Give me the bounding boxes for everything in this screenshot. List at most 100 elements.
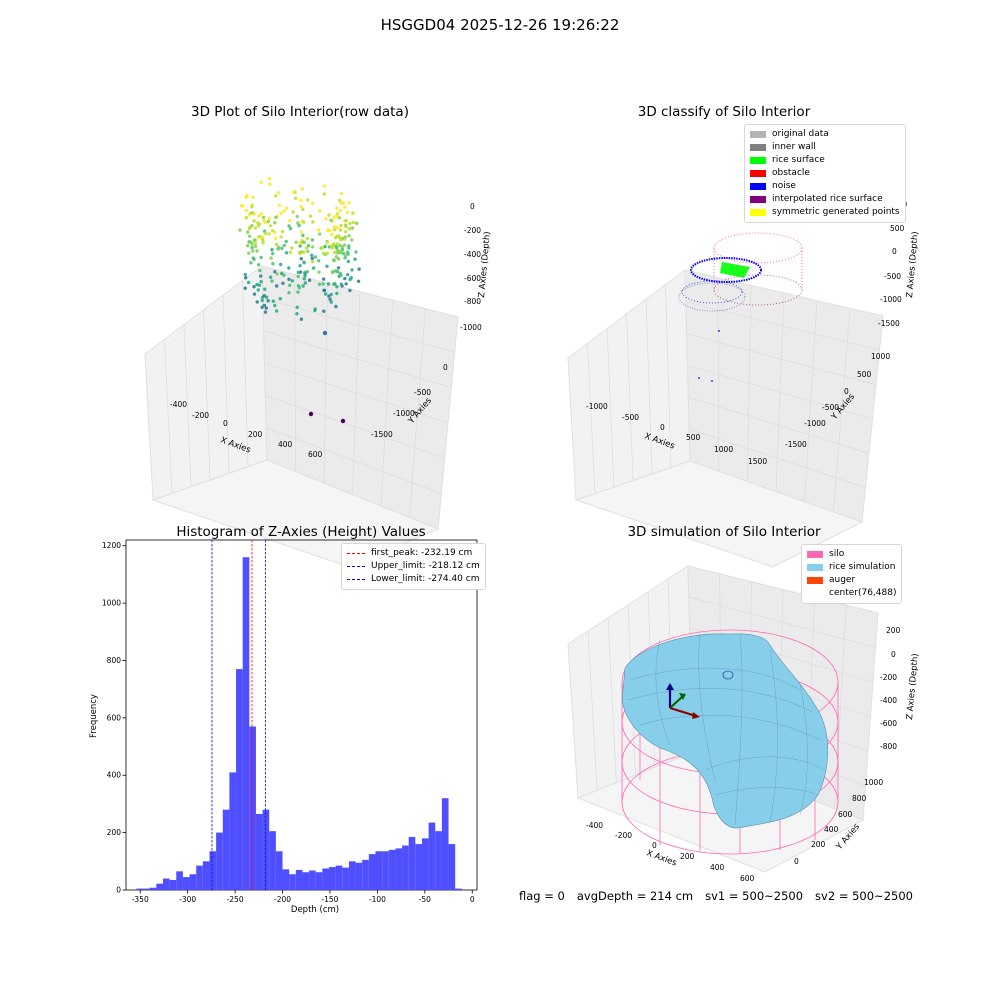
classify-x-ticks: -1000 -500 0 500 1000 1500 bbox=[586, 402, 767, 466]
grid-line bbox=[266, 427, 442, 494]
legend-swatch bbox=[807, 590, 823, 597]
raw-point bbox=[335, 234, 339, 239]
grid-line bbox=[203, 309, 211, 481]
raw-point bbox=[277, 203, 281, 207]
histogram-bar bbox=[348, 861, 356, 890]
raw-point bbox=[297, 223, 301, 228]
raw-point bbox=[275, 284, 279, 288]
histogram-ylabel: Frequency bbox=[89, 694, 99, 738]
raw-point bbox=[330, 270, 335, 275]
raw-point bbox=[299, 257, 303, 261]
raw-point bbox=[317, 282, 322, 286]
histogram-bar bbox=[388, 849, 396, 890]
raw-point bbox=[299, 204, 304, 209]
raw-point bbox=[349, 276, 353, 280]
raw-point bbox=[311, 266, 316, 270]
raw-point bbox=[305, 236, 309, 241]
raw-point bbox=[294, 196, 298, 201]
raw-point bbox=[332, 225, 336, 229]
raw-point bbox=[322, 288, 327, 293]
raw-point bbox=[326, 228, 330, 232]
classify-3d-grid bbox=[587, 277, 880, 512]
simulation-ztick: -600 bbox=[880, 719, 897, 728]
y-tick-label: 1000 bbox=[102, 599, 121, 608]
raw-point bbox=[295, 312, 299, 316]
raw-point bbox=[291, 190, 296, 195]
raw-point bbox=[338, 236, 342, 240]
noise-point bbox=[718, 330, 720, 332]
raw-point bbox=[313, 255, 317, 259]
legend-label: original data bbox=[772, 129, 829, 139]
legend-swatch bbox=[347, 553, 365, 554]
raw-point bbox=[310, 238, 315, 242]
raw-point bbox=[257, 235, 261, 239]
histogram-bar bbox=[309, 870, 316, 890]
classify-xtick: 0 bbox=[660, 423, 665, 432]
raw-point bbox=[301, 240, 305, 244]
raw-point bbox=[260, 298, 264, 303]
histogram-bar bbox=[302, 872, 310, 890]
raw-zlabel: Z Axies (Depth) bbox=[477, 231, 493, 298]
raw-point bbox=[246, 244, 250, 248]
legend-label: noise bbox=[772, 181, 796, 191]
legend-entry: original data bbox=[750, 128, 900, 141]
classify-zlabel: Z Axies (Depth) bbox=[905, 231, 921, 298]
raw-ytick: 0 bbox=[443, 363, 448, 372]
raw-point bbox=[298, 251, 302, 256]
raw-point bbox=[301, 233, 305, 238]
y-tick-label: 800 bbox=[107, 656, 122, 665]
simulation-ztick: -200 bbox=[880, 673, 897, 682]
sv2-text: sv2 = 500~2500 bbox=[815, 889, 913, 903]
raw-point bbox=[306, 198, 310, 202]
histogram-bar bbox=[143, 888, 150, 890]
raw-point bbox=[341, 201, 346, 205]
grid-line bbox=[262, 298, 455, 353]
rice-surface-mesh bbox=[627, 633, 825, 826]
raw-point bbox=[310, 260, 315, 264]
raw-xtick: -400 bbox=[170, 400, 187, 409]
grid-line bbox=[263, 330, 452, 388]
raw-point bbox=[323, 292, 328, 296]
simulation-ztick: 200 bbox=[886, 626, 901, 635]
raw-point bbox=[259, 280, 263, 284]
raw-point bbox=[338, 271, 342, 276]
legend-swatch bbox=[750, 157, 766, 164]
histogram-bar bbox=[402, 845, 409, 890]
raw-point bbox=[347, 201, 351, 205]
y-tick-label: 1200 bbox=[102, 541, 121, 550]
simulation-ztick: 0 bbox=[891, 650, 896, 659]
legend-swatch bbox=[750, 209, 766, 216]
raw-point bbox=[252, 212, 256, 216]
raw-point bbox=[325, 264, 329, 268]
legend-label: interpolated rice surface bbox=[772, 194, 883, 204]
legend-label: center(76,488) bbox=[829, 588, 897, 598]
histogram-reference-lines bbox=[211, 540, 266, 890]
raw-point bbox=[282, 209, 286, 213]
raw-point bbox=[249, 261, 253, 265]
histogram-bar bbox=[216, 832, 223, 890]
raw-point bbox=[256, 263, 261, 267]
grid-line bbox=[688, 397, 870, 454]
x-tick-label: -200 bbox=[274, 895, 291, 904]
classify-y-ticks: 1000 500 0 -500 -1000 -1500 bbox=[785, 352, 890, 449]
raw-point bbox=[280, 271, 284, 276]
histogram-bar bbox=[176, 871, 183, 890]
simulation-xtick: 600 bbox=[740, 874, 755, 883]
raw-point bbox=[244, 276, 248, 280]
grid-line bbox=[222, 295, 230, 474]
raw-point bbox=[351, 211, 355, 215]
raw-point bbox=[273, 221, 277, 225]
raw-point bbox=[330, 232, 334, 237]
raw-point bbox=[335, 269, 340, 274]
raw-xtick: -200 bbox=[192, 411, 209, 420]
histogram-xlabel: Depth (cm) bbox=[291, 905, 339, 915]
histogram-bar bbox=[295, 869, 303, 890]
raw-point bbox=[263, 220, 267, 225]
noise-ring-lower bbox=[681, 280, 743, 304]
raw-outlier-point bbox=[308, 411, 314, 417]
raw-point bbox=[280, 229, 285, 234]
histogram-bar bbox=[342, 867, 349, 890]
raw-point bbox=[298, 264, 302, 268]
histogram-bar bbox=[362, 859, 369, 890]
legend-entry: auger bbox=[807, 574, 896, 587]
